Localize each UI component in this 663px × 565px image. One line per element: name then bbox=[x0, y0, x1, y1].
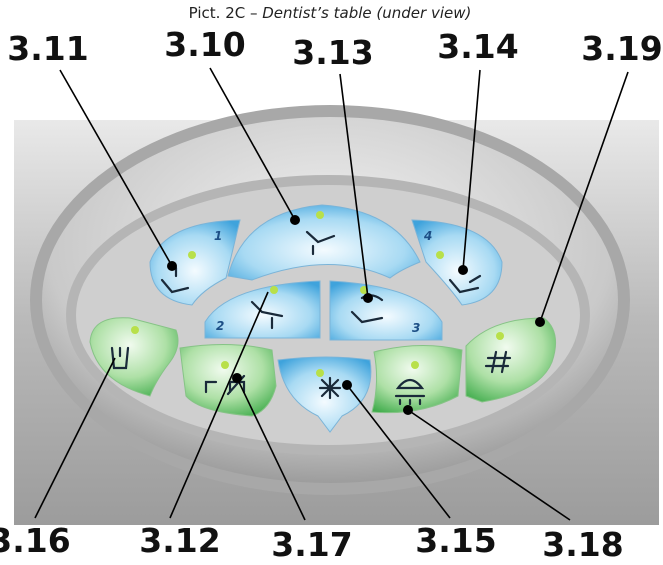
caption: Pict. 2C – Dentist’s table (under view) bbox=[189, 4, 472, 22]
button-3-10[interactable] bbox=[227, 204, 421, 281]
callout-label: 3.16 bbox=[0, 521, 71, 560]
button-3-19[interactable] bbox=[465, 317, 557, 403]
button-3-13[interactable] bbox=[329, 280, 443, 341]
leader-line bbox=[34, 357, 116, 519]
button-number: 4 bbox=[423, 229, 432, 243]
button-3-14[interactable] bbox=[411, 219, 503, 306]
button-3-18[interactable] bbox=[371, 345, 463, 414]
callout-label: 3.18 bbox=[542, 525, 623, 564]
callout-dot bbox=[458, 265, 468, 275]
buttons bbox=[89, 204, 557, 433]
callout-label: 3.15 bbox=[415, 521, 496, 560]
icon-hash bbox=[484, 350, 512, 374]
callout-dot bbox=[232, 373, 242, 383]
callout-label: 3.13 bbox=[292, 33, 373, 72]
button-3-17[interactable] bbox=[179, 343, 277, 417]
callout-dot bbox=[363, 293, 373, 303]
leader-line bbox=[169, 291, 269, 519]
icon-chair-back bbox=[448, 274, 482, 294]
led bbox=[188, 251, 196, 259]
icon-cup bbox=[110, 346, 130, 370]
callout-label: 3.12 bbox=[139, 521, 220, 560]
icon-chair-up bbox=[160, 266, 190, 294]
callout-dot bbox=[167, 261, 177, 271]
leaders bbox=[34, 67, 629, 521]
icon-star bbox=[318, 376, 342, 400]
button-3-11[interactable] bbox=[149, 219, 241, 306]
led bbox=[316, 211, 324, 219]
button-number: 3 bbox=[412, 321, 420, 335]
callout-label: 3.17 bbox=[271, 525, 352, 564]
callout-dot bbox=[535, 317, 545, 327]
callout-dot bbox=[342, 380, 352, 390]
led bbox=[131, 326, 139, 334]
leader-line bbox=[346, 384, 451, 519]
leds bbox=[131, 211, 504, 377]
led bbox=[411, 361, 419, 369]
leader-line bbox=[407, 409, 571, 521]
leader-line bbox=[59, 69, 173, 267]
led bbox=[316, 369, 324, 377]
icon-lamp bbox=[394, 378, 426, 406]
leader-line bbox=[462, 69, 481, 271]
button-3-16[interactable] bbox=[89, 317, 179, 397]
icon-chair-down bbox=[250, 300, 284, 330]
leader-line bbox=[236, 377, 306, 521]
callout-dot bbox=[290, 215, 300, 225]
leader-line bbox=[339, 73, 369, 299]
led bbox=[221, 361, 229, 369]
callout-label: 3.11 bbox=[7, 29, 88, 68]
led bbox=[270, 286, 278, 294]
leader-line bbox=[209, 67, 296, 221]
callout-dot bbox=[403, 405, 413, 415]
led bbox=[496, 332, 504, 340]
callout-label: 3.19 bbox=[581, 29, 662, 68]
led bbox=[436, 251, 444, 259]
leader-line bbox=[539, 71, 629, 323]
caption-prefix: Pict. 2C – bbox=[189, 4, 263, 22]
button-3-12[interactable] bbox=[204, 280, 321, 339]
callout-label: 3.14 bbox=[437, 27, 518, 66]
callout-label: 3.10 bbox=[164, 25, 245, 64]
caption-title: Dentist’s table (under view) bbox=[262, 4, 471, 22]
button-number: 2 bbox=[216, 319, 224, 333]
button-number: 1 bbox=[214, 229, 222, 243]
icon-chair bbox=[305, 230, 336, 256]
